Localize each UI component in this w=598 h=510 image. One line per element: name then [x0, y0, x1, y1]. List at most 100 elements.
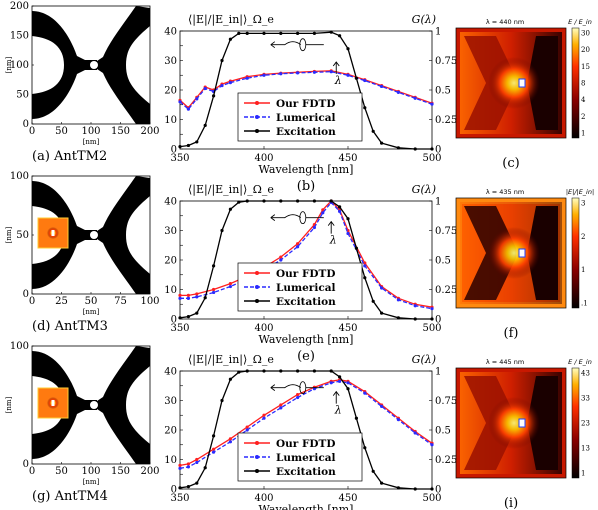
- x-tick-label: 400: [254, 323, 273, 334]
- x-tick-label: 500: [422, 323, 441, 334]
- data-point-lumerical: [296, 245, 300, 249]
- field-caption: (f): [504, 326, 519, 341]
- y-tick-label-left: 30: [164, 396, 177, 407]
- colorbar-title: |E|/|E_in|: [566, 188, 594, 196]
- data-point-excitation: [346, 217, 350, 221]
- annotation-arrowhead: [270, 384, 276, 392]
- data-point-our-fdtd: [279, 255, 283, 259]
- legend-entry: Our FDTD: [276, 98, 335, 110]
- chart-caption: (e): [297, 349, 315, 364]
- geometry-y-tick-label: 50: [16, 90, 29, 101]
- field-map-content: [460, 202, 562, 304]
- y-tick-label-right: 0.75: [435, 56, 457, 67]
- geometry-x-tick-label: 50: [55, 466, 68, 477]
- x-tick-label: 450: [338, 323, 357, 334]
- x-tick-label: 500: [422, 153, 441, 164]
- data-point-lumerical: [186, 107, 190, 111]
- geometry-caption: (d) AntTM3: [32, 319, 108, 334]
- geometry-x-tick-label: 150: [111, 466, 130, 477]
- geometry-y-tick-label: 100: [10, 171, 29, 182]
- data-point-lumerical: [363, 391, 367, 395]
- x-tick-label: 350: [170, 153, 189, 164]
- geometry-caption: (a) AntTM2: [32, 149, 107, 164]
- inset-gap-mark: [51, 400, 55, 406]
- data-point-excitation: [338, 375, 342, 379]
- data-point-our-fdtd: [228, 282, 232, 286]
- data-point-lumerical: [195, 295, 199, 299]
- data-point-lumerical: [212, 450, 216, 454]
- y-axis-label-left: ⟨|E|/|E_in|⟩_Ω_e: [188, 183, 274, 197]
- data-point-lumerical: [338, 379, 342, 383]
- data-point-excitation: [296, 199, 300, 203]
- geometry-y-tick-label: 50: [16, 230, 29, 241]
- y-axis-label-right: G(λ): [412, 353, 436, 366]
- data-point-excitation: [203, 123, 207, 127]
- data-point-our-fdtd: [296, 242, 300, 246]
- data-point-excitation: [237, 31, 241, 35]
- x-axis-label: Wavelength [nm]: [259, 503, 354, 510]
- y-axis-label-right: G(λ): [412, 183, 436, 196]
- data-point-lumerical: [346, 381, 350, 385]
- annotation-arrow-left: [270, 214, 302, 219]
- data-point-lumerical: [363, 264, 367, 268]
- colorbar-tick-label: 15: [581, 63, 590, 71]
- legend-entry: Lumerical: [276, 282, 336, 294]
- data-point-excitation: [371, 299, 375, 303]
- legend-swatch-marker: [255, 129, 259, 133]
- y-axis-label-left: ⟨|E|/|E_in|⟩_Ω_e: [188, 353, 274, 367]
- data-point-our-fdtd: [279, 403, 283, 407]
- data-point-excitation: [237, 370, 241, 374]
- y-tick-label-left: 30: [164, 56, 177, 67]
- field-caption: (i): [504, 496, 518, 510]
- x-axis-label: Wavelength [nm]: [259, 333, 354, 346]
- geometry-y-tick-label: 0: [23, 289, 29, 300]
- field-map-frame: [455, 27, 567, 139]
- y-tick-label-right: 0.25: [435, 285, 457, 296]
- field-map-panel: λ = 445 nm E / E_in 43 33 23 13 1 (i): [455, 358, 592, 510]
- data-point-excitation: [296, 369, 300, 373]
- data-point-lumerical: [380, 84, 384, 89]
- data-point-lumerical: [329, 70, 333, 74]
- y-tick-label-right: 0: [435, 145, 441, 156]
- data-point-lumerical: [178, 100, 182, 104]
- geometry-panel: 0 25 50 75 100 0 50 100 [nm] [nm] (d) AntTM3: [5, 171, 160, 334]
- geometry-y-tick-label: 150: [10, 31, 29, 42]
- y-tick-label-right: 1: [435, 367, 441, 378]
- geometry-x-tick-label: 0: [29, 126, 35, 137]
- antenna-left-arm: [32, 351, 85, 459]
- data-point-lumerical: [279, 258, 283, 262]
- data-point-lumerical: [396, 90, 400, 94]
- annotation-arrow-left: [270, 384, 302, 389]
- geometry-x-label: [nm]: [83, 308, 100, 316]
- colorbar-tick-label: 2: [581, 233, 585, 241]
- annotation-arrow-left: [270, 41, 302, 46]
- data-point-lumerical: [346, 73, 350, 77]
- geometry-x-tick-label: 50: [85, 296, 98, 307]
- lambda-arrowhead: [332, 390, 340, 396]
- data-point-lumerical: [380, 404, 384, 408]
- data-point-excitation: [371, 129, 375, 133]
- data-point-excitation: [329, 30, 333, 34]
- colorbar: [571, 197, 580, 309]
- data-point-lumerical: [396, 418, 400, 422]
- annotation-arrowhead: [270, 214, 276, 222]
- y-tick-label-right: 0.5: [435, 256, 451, 267]
- data-point-lumerical: [346, 231, 350, 236]
- data-point-excitation: [413, 317, 417, 321]
- y-tick-label-right: 0.5: [435, 426, 451, 437]
- geometry-x-tick-label: 0: [29, 296, 35, 307]
- field-gap-marker: [518, 248, 526, 258]
- field-map-title: λ = 445 nm: [486, 358, 524, 366]
- data-point-lumerical: [338, 209, 342, 213]
- data-point-excitation: [430, 147, 434, 151]
- field-hotspot-glow: [488, 397, 540, 449]
- data-point-lumerical: [312, 70, 316, 74]
- data-point-lumerical: [212, 290, 216, 295]
- field-gap-marker: [518, 418, 526, 428]
- antenna-right-arm: [97, 6, 150, 124]
- data-point-excitation: [212, 264, 216, 268]
- legend-entry: Excitation: [276, 466, 336, 478]
- data-point-lumerical: [413, 96, 417, 100]
- data-point-our-fdtd: [195, 457, 199, 462]
